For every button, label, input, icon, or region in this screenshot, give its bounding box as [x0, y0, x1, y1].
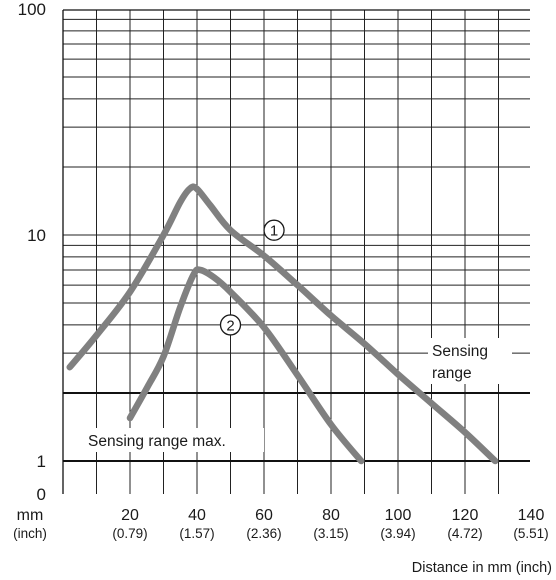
x-tick-sublabel: (0.79): [112, 526, 147, 541]
series-marker-circle: [219, 314, 242, 336]
x-tick-label: 100: [385, 507, 412, 524]
series-marker-number: 2: [226, 317, 234, 334]
y-tick-label: 1: [37, 452, 46, 471]
grid: [63, 10, 530, 494]
plot-frame: [62, 9, 530, 494]
series-marker-1: 1: [263, 219, 285, 241]
series-marker-circle: [263, 219, 285, 241]
series-group: 12: [66, 183, 499, 465]
x-tick-label: 40: [188, 507, 206, 524]
x-tick-sublabel: (inch): [13, 526, 47, 541]
x-tick-label: 120: [452, 507, 479, 524]
sensing-range-max-label-bg: [84, 428, 264, 452]
series-marker-2: 2: [219, 314, 242, 336]
x-tick-label: mm: [17, 507, 44, 524]
x-tick-sublabel: (5.51): [513, 526, 548, 541]
x-tick-labels: mm (inch) 20 (0.79) 40 (1.57) 60 (2.36) 80 (3.15)…: [13, 507, 549, 541]
sensing-range-label-bg: [428, 338, 512, 384]
x-tick-sublabel: (3.94): [380, 526, 415, 541]
y-tick-label: 100: [18, 0, 46, 19]
x-tick-sublabel: (3.15): [313, 526, 348, 541]
series-marker-number: 1: [270, 223, 278, 240]
x-tick-label: 140: [518, 507, 545, 524]
sensing-range-label-line1: Sensing: [432, 343, 488, 360]
y-tick-label: 10: [27, 226, 46, 245]
x-tick-label: 80: [322, 507, 340, 524]
x-tick-label: 60: [255, 507, 273, 524]
y-tick-label: 0: [37, 485, 46, 504]
x-tick-label: 20: [121, 507, 139, 524]
x-axis-title: Distance in mm (inch): [412, 560, 552, 576]
x-tick-sublabel: (4.72): [447, 526, 482, 541]
sensing-range-label-line2: range: [432, 365, 472, 382]
series-line-2: [126, 266, 365, 465]
series-line-1: [66, 183, 499, 465]
x-tick-sublabel: (1.57): [179, 526, 214, 541]
sensing-range-max-label: Sensing range max.: [88, 433, 226, 450]
x-tick-sublabel: (2.36): [246, 526, 281, 541]
